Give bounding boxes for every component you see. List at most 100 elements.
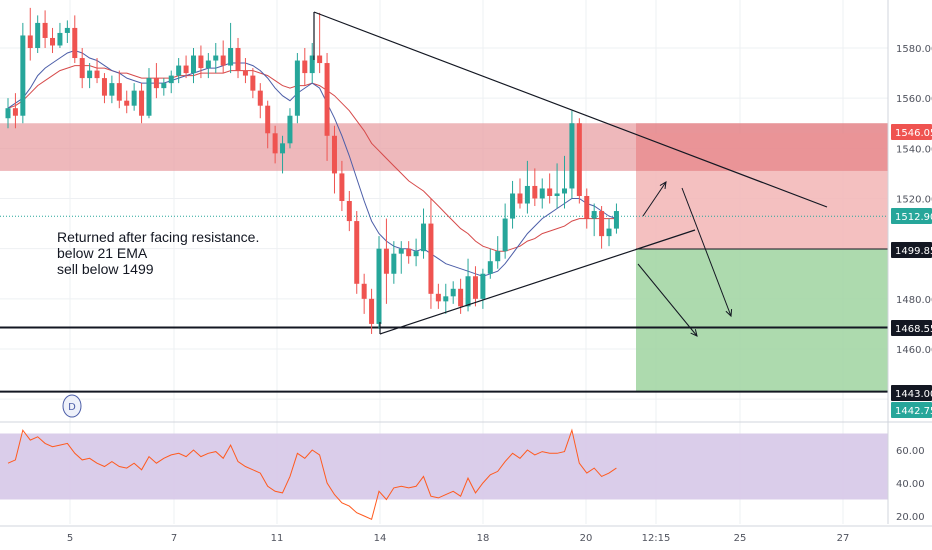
price-tag-label: 1546.05 xyxy=(895,128,932,139)
candle-body xyxy=(510,193,516,219)
candle-body xyxy=(101,78,107,96)
candle-body xyxy=(613,211,619,229)
candle-body xyxy=(265,105,271,134)
rsi-band xyxy=(0,433,888,500)
candle-body xyxy=(331,135,337,174)
zones xyxy=(0,123,888,392)
candle-body xyxy=(116,83,122,101)
candle-body xyxy=(35,22,41,48)
price-tag xyxy=(891,402,932,418)
time-tick-label: 20 xyxy=(580,533,593,544)
interval-badge-circle[interactable] xyxy=(62,394,82,418)
candle-body xyxy=(354,221,360,284)
candle-body xyxy=(64,27,70,33)
candle-body xyxy=(79,58,85,79)
candle-body xyxy=(139,90,145,116)
candle-body xyxy=(450,288,456,297)
candle-body xyxy=(495,251,501,262)
candle-body xyxy=(309,55,315,74)
time-tick-label: 12:15 xyxy=(642,533,671,544)
candle-body xyxy=(317,55,323,64)
candle-body xyxy=(487,261,493,274)
candle-body xyxy=(87,70,93,79)
candle-body xyxy=(480,273,486,299)
candle-body xyxy=(12,108,18,116)
price-tick-label: 1540.00 xyxy=(896,144,932,155)
candle-body xyxy=(361,283,367,299)
price-tick-label: 1520.00 xyxy=(896,195,932,206)
candle-body xyxy=(109,83,115,96)
price-tag-label: 1512.90 xyxy=(895,212,932,223)
time-tick-label: 14 xyxy=(374,533,387,544)
arrow-down-long xyxy=(681,187,732,317)
candle-body xyxy=(584,195,590,219)
candle-body xyxy=(413,251,419,257)
candle-body xyxy=(369,298,375,324)
candle-body xyxy=(131,90,137,106)
price-tag xyxy=(891,208,932,224)
price-tag-label: 1468.55 xyxy=(895,324,932,335)
price-tag-label: 1499.85 xyxy=(895,246,932,257)
candle-body xyxy=(554,193,560,196)
candle-body xyxy=(124,100,130,106)
candle-body xyxy=(562,188,567,194)
arrow-down-short-head xyxy=(690,329,698,337)
interval-badge[interactable]: D xyxy=(62,394,82,418)
descending-trendline xyxy=(313,11,828,208)
rsi-tick-label: 20.00 xyxy=(896,512,925,523)
candle-body xyxy=(5,108,11,119)
price-tick-label: 1560.00 xyxy=(896,94,932,105)
candle-body xyxy=(383,248,389,274)
candle-body xyxy=(428,223,434,294)
candles xyxy=(5,7,619,334)
candle-body xyxy=(235,48,241,71)
time-tick-label: 25 xyxy=(734,533,747,544)
candle-body xyxy=(339,173,345,202)
candle-body xyxy=(599,211,605,237)
candle-body xyxy=(524,185,530,204)
levels xyxy=(0,215,888,393)
time-tick-label: 7 xyxy=(171,533,177,544)
candle-body xyxy=(205,60,211,69)
candle-body xyxy=(242,70,248,76)
candle-body xyxy=(569,123,575,189)
candle-body xyxy=(272,133,278,154)
candle-body xyxy=(324,63,330,136)
annotation-line-1: Returned after facing resistance. xyxy=(57,229,259,245)
candle-body xyxy=(257,90,263,106)
candle-body xyxy=(406,248,412,257)
candle-body xyxy=(472,276,478,299)
candle-body xyxy=(391,253,397,274)
candle-body xyxy=(376,248,382,324)
price-tag xyxy=(891,320,932,336)
time-tick-label: 5 xyxy=(67,533,73,544)
price-tick-label: 1580.00 xyxy=(896,44,932,55)
price-tag xyxy=(891,385,932,401)
interval-badge-label[interactable]: D xyxy=(68,402,76,413)
candle-body xyxy=(146,78,152,116)
arrow-up-head xyxy=(659,181,667,189)
drawings xyxy=(313,11,828,337)
candle-body xyxy=(591,211,597,219)
candle-body xyxy=(183,65,189,74)
candle-body xyxy=(176,65,182,76)
arrow-down-long-head xyxy=(725,308,733,318)
price-tag xyxy=(891,242,932,258)
candle-body xyxy=(250,75,256,91)
candle-body xyxy=(27,35,33,48)
candle-body xyxy=(42,22,48,38)
candle-body xyxy=(398,248,404,254)
candle-body xyxy=(302,60,308,74)
price-tag xyxy=(891,124,932,140)
candle-body xyxy=(20,35,26,116)
rsi-line xyxy=(7,428,617,520)
rsi-pane xyxy=(0,421,932,520)
short-risk-zone xyxy=(636,133,888,250)
candle-body xyxy=(153,78,159,89)
candle-body xyxy=(57,32,63,46)
candle-body xyxy=(576,123,582,196)
candle-body xyxy=(517,193,523,204)
candle-body xyxy=(228,48,234,66)
candle-body xyxy=(465,276,471,307)
